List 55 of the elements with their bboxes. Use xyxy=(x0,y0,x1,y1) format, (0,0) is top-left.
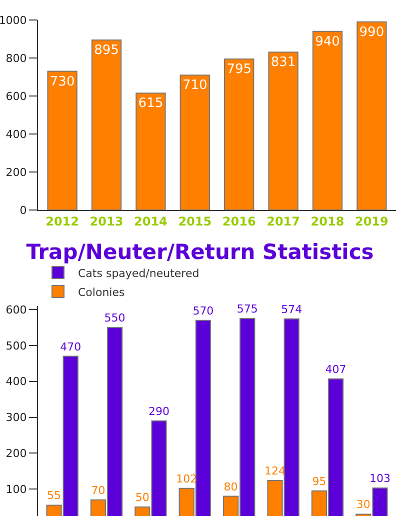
data-label: 831 xyxy=(270,55,296,70)
bar xyxy=(312,30,343,210)
bar xyxy=(180,74,210,210)
data-label: 940 xyxy=(315,34,340,50)
data-label: 570 xyxy=(192,304,214,318)
bar xyxy=(268,52,298,210)
y-tick-label: 200 xyxy=(6,447,27,460)
data-label: 290 xyxy=(148,404,170,418)
data-label: 102 xyxy=(176,472,198,486)
bar xyxy=(136,92,166,210)
y-tick-label: 400 xyxy=(6,128,27,141)
data-label: 55 xyxy=(47,489,62,502)
data-label: 730 xyxy=(50,74,75,90)
data-label: 470 xyxy=(60,340,82,354)
data-label: 574 xyxy=(281,302,302,316)
data-label: 615 xyxy=(138,96,164,112)
x-tick-label: 2014 xyxy=(134,214,168,228)
y-tick-label: 600 xyxy=(6,90,27,103)
data-label: 710 xyxy=(182,78,208,94)
legend-label: Cats spayed/neutered xyxy=(78,266,200,280)
data-label: 550 xyxy=(104,312,126,325)
data-label: 80 xyxy=(224,480,238,494)
data-label: 70 xyxy=(91,484,106,497)
data-label: 30 xyxy=(356,498,370,512)
x-tick-label: 2012 xyxy=(46,214,80,228)
bar xyxy=(356,21,387,210)
x-tick-label: 2016 xyxy=(222,214,256,228)
data-label: 103 xyxy=(369,472,390,485)
data-label: 795 xyxy=(226,62,252,77)
x-tick-label: 2019 xyxy=(354,214,388,228)
data-label: 95 xyxy=(312,474,326,488)
bar xyxy=(91,39,122,210)
bar xyxy=(47,70,78,210)
y-tick-label: 600 xyxy=(6,303,27,316)
x-tick-label: 2017 xyxy=(266,214,300,228)
legend-label: Colonies xyxy=(78,286,125,299)
data-label: 895 xyxy=(94,42,119,58)
y-tick-label: 1000 xyxy=(0,14,27,27)
y-tick-label: 0 xyxy=(20,204,27,217)
chart-title: Trap/Neuter/Return Statistics xyxy=(26,240,374,264)
x-tick-label: 2018 xyxy=(310,214,344,228)
data-label: 575 xyxy=(236,302,258,316)
bar xyxy=(224,58,254,210)
data-label: 124 xyxy=(264,464,286,478)
data-label: 407 xyxy=(325,362,346,376)
y-tick-label: 400 xyxy=(6,375,27,388)
y-tick-label: 300 xyxy=(6,411,27,424)
x-tick-label: 2013 xyxy=(90,214,124,228)
data-label: 50 xyxy=(135,491,150,504)
y-tick-label: 100 xyxy=(6,482,27,496)
y-tick-label: 800 xyxy=(6,52,27,65)
y-tick-label: 500 xyxy=(6,339,27,352)
y-tick-label: 200 xyxy=(6,166,27,179)
x-tick-label: 2015 xyxy=(178,214,212,228)
data-label: 990 xyxy=(359,24,384,40)
